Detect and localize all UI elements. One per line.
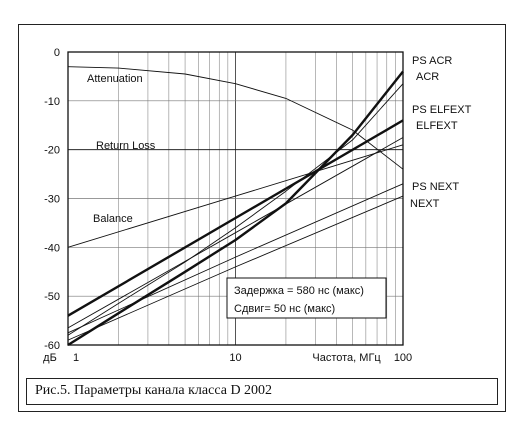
- y-tick-label: -30: [44, 194, 60, 206]
- x-tick-label: 10: [229, 352, 241, 364]
- y-tick-labels: 0 -10 -20 -30 -40 -50 -60: [44, 47, 60, 352]
- series-label-ps-acr: PS ACR: [412, 55, 452, 67]
- series-label-ps-next: PS NEXT: [412, 181, 459, 193]
- series-line-balance: [67, 144, 404, 248]
- y-tick-label: 0: [54, 47, 60, 59]
- x-tick-label: 100: [394, 352, 412, 364]
- series-line-acr: [67, 83, 404, 336]
- series-label-elfext: ELFEXT: [416, 120, 458, 132]
- y-tick-label: -40: [44, 242, 60, 254]
- series-line-ps-elfext: [67, 119, 404, 317]
- note-delay: Задержка = 580 нс (макс): [234, 285, 364, 297]
- caption-box: Рис.5. Параметры канала класса D 2002: [26, 378, 498, 405]
- series-line-ps-next: [67, 183, 404, 334]
- series-label-ps-elfext: PS ELFEXT: [412, 104, 472, 116]
- series-line-ps-acr: [67, 70, 404, 347]
- figure-caption: Рис.5. Параметры канала класса D 2002: [35, 383, 273, 398]
- series-line-next: [67, 195, 404, 341]
- y-axis-label: дБ: [43, 352, 57, 364]
- series-layer: [67, 66, 404, 347]
- series-label-attenuation: Attenuation: [87, 73, 143, 85]
- figure-frame: [18, 24, 506, 412]
- x-tick-label: 1: [73, 352, 79, 364]
- series-label-acr: ACR: [416, 71, 439, 83]
- series-label-next: NEXT: [410, 198, 440, 210]
- series-line-elfext: [67, 137, 404, 329]
- y-tick-label: -20: [44, 145, 60, 157]
- note-box: Задержка = 580 нс (макс) Сдвиг= 50 нс (м…: [226, 277, 387, 319]
- y-tick-label: -10: [44, 96, 60, 108]
- series-line-attenuation: [67, 66, 404, 170]
- x-axis-label: Частота, МГц: [312, 352, 381, 364]
- plot-area-border: [67, 51, 404, 346]
- series-label-return-loss: Return Loss: [96, 140, 156, 152]
- x-tick-labels: 1 10 100: [73, 352, 412, 364]
- series-labels: PS ACR ACR PS ELFEXT ELFEXT PS NEXT NEXT Atten…: [87, 55, 472, 225]
- series-label-balance: Balance: [93, 213, 133, 225]
- y-tick-label: -60: [44, 340, 60, 352]
- y-tick-label: -50: [44, 291, 60, 303]
- note-skew: Сдвиг= 50 нс (макс): [234, 303, 335, 315]
